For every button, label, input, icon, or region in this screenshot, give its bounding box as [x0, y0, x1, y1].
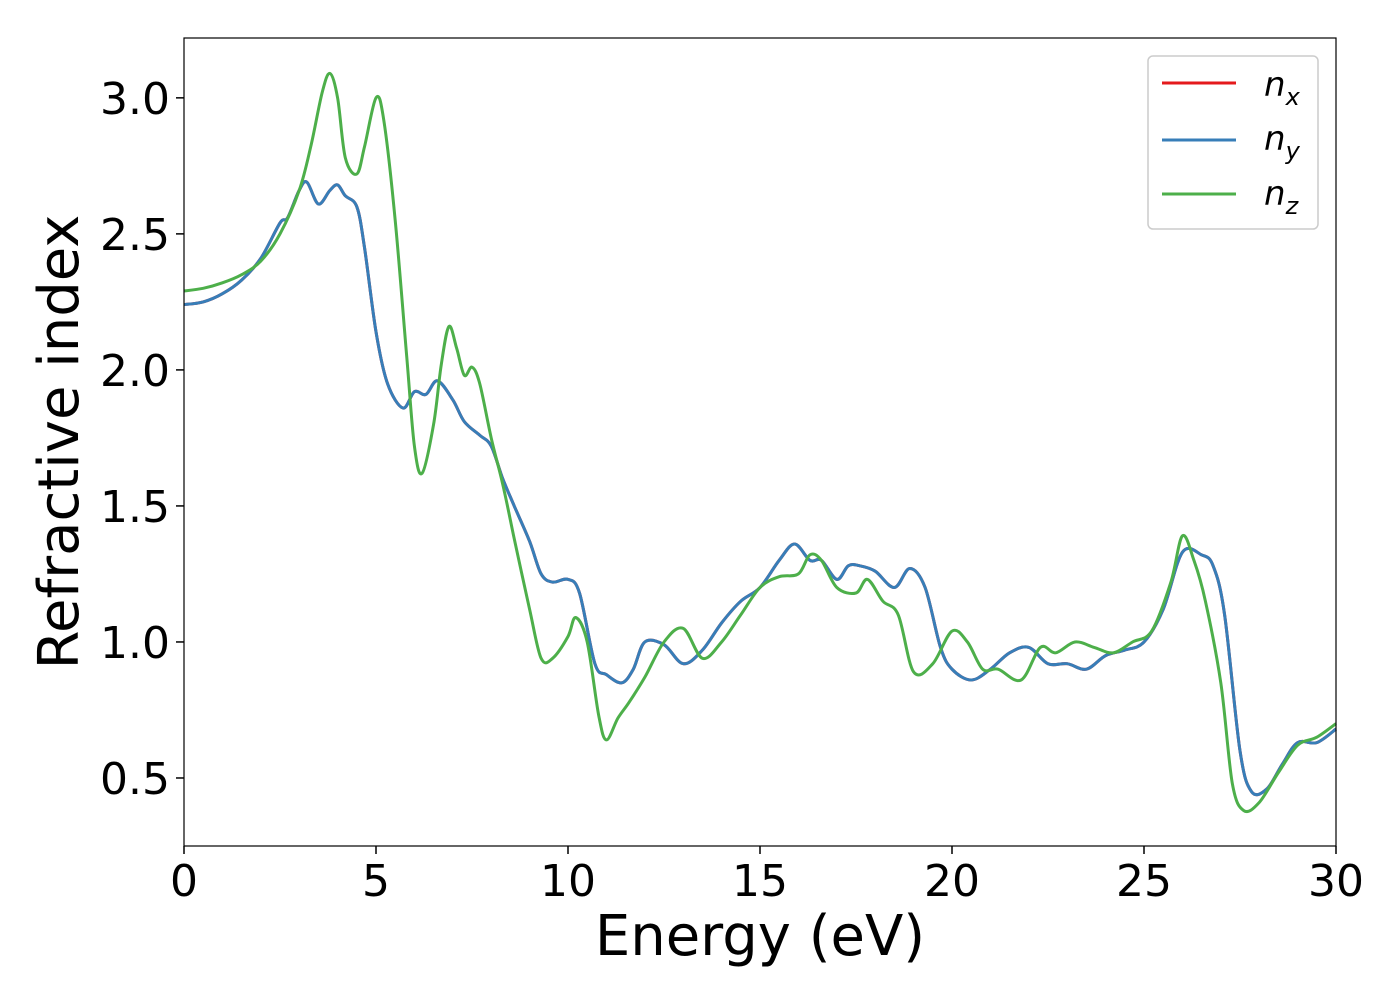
- x-tick-label: 5: [362, 856, 390, 907]
- legend-label-nx: nx: [1264, 65, 1301, 111]
- legend-label-nx-subscript: x: [1285, 83, 1301, 111]
- legend-label-nz-name: n: [1264, 174, 1286, 214]
- y-tick-label: 0.5: [100, 754, 170, 805]
- legend: nx ny nz: [1147, 55, 1319, 230]
- legend-label-ny: ny: [1264, 119, 1301, 165]
- legend-label-nz-subscript: z: [1285, 192, 1300, 220]
- legend-label-ny-name: n: [1264, 119, 1286, 159]
- x-axis-label: Energy (eV): [595, 904, 925, 969]
- x-tick-label: 25: [1116, 856, 1172, 907]
- y-tick-label: 1.5: [100, 482, 170, 533]
- x-tick-label: 15: [732, 856, 788, 907]
- y-tick-label: 2.0: [100, 346, 170, 397]
- plot-series: [183, 71, 1337, 814]
- legend-label-ny-subscript: y: [1285, 137, 1301, 165]
- y-axis-label: Refractive index: [27, 215, 92, 670]
- legend-box: [1147, 55, 1319, 230]
- y-tick-label: 2.5: [100, 210, 170, 261]
- series-line-nz: [183, 71, 1337, 814]
- x-ticks: 0 5 10 15 20 25 30: [170, 846, 1364, 907]
- y-tick-label: 3.0: [100, 74, 170, 125]
- legend-label-nx-name: n: [1264, 65, 1286, 105]
- x-tick-label: 10: [540, 856, 596, 907]
- y-ticks: 0.5 1.0 1.5 2.0 2.5 3.0: [100, 74, 184, 805]
- x-tick-label: 0: [170, 856, 198, 907]
- x-tick-label: 20: [924, 856, 980, 907]
- series-line-nx: [183, 180, 1337, 797]
- y-tick-label: 1.0: [100, 618, 170, 669]
- x-tick-label: 30: [1308, 856, 1364, 907]
- legend-label-nz: nz: [1264, 174, 1300, 220]
- series-line-ny: [183, 180, 1337, 797]
